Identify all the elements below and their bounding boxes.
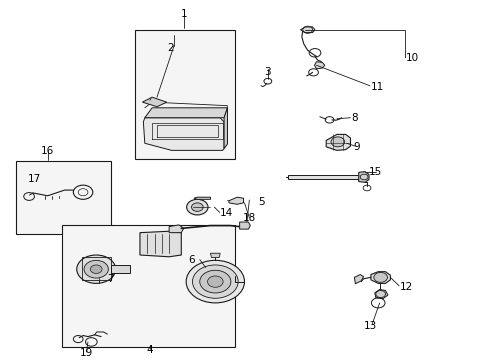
Polygon shape bbox=[358, 172, 368, 182]
Polygon shape bbox=[140, 231, 181, 257]
Text: 9: 9 bbox=[352, 142, 359, 152]
Polygon shape bbox=[111, 265, 130, 273]
Text: 14: 14 bbox=[219, 208, 232, 218]
Text: 10: 10 bbox=[405, 53, 418, 63]
Polygon shape bbox=[370, 272, 389, 283]
Text: 19: 19 bbox=[80, 348, 93, 358]
Circle shape bbox=[186, 199, 207, 215]
Text: 4: 4 bbox=[146, 345, 153, 355]
Text: 1: 1 bbox=[180, 9, 186, 19]
Polygon shape bbox=[228, 197, 243, 204]
Polygon shape bbox=[314, 62, 324, 69]
Bar bbox=[135, 30, 234, 159]
Circle shape bbox=[186, 260, 244, 303]
Circle shape bbox=[191, 203, 203, 211]
Polygon shape bbox=[142, 97, 166, 107]
Text: 3: 3 bbox=[264, 67, 271, 77]
Text: 13: 13 bbox=[364, 321, 377, 331]
Circle shape bbox=[192, 265, 238, 298]
Circle shape bbox=[373, 273, 386, 282]
Text: 18: 18 bbox=[242, 213, 255, 224]
Circle shape bbox=[77, 255, 116, 283]
Circle shape bbox=[200, 270, 230, 293]
Circle shape bbox=[84, 260, 108, 278]
Text: 7: 7 bbox=[107, 274, 114, 284]
Polygon shape bbox=[194, 197, 210, 199]
Polygon shape bbox=[210, 253, 220, 257]
Text: 12: 12 bbox=[399, 282, 412, 292]
Circle shape bbox=[90, 265, 102, 274]
Polygon shape bbox=[374, 289, 387, 299]
Text: 2: 2 bbox=[167, 42, 174, 53]
Circle shape bbox=[330, 137, 344, 147]
Text: 15: 15 bbox=[368, 167, 382, 177]
Text: 17: 17 bbox=[28, 174, 41, 184]
Polygon shape bbox=[143, 118, 224, 150]
Polygon shape bbox=[224, 108, 227, 149]
Text: 16: 16 bbox=[41, 146, 54, 156]
Text: 6: 6 bbox=[188, 255, 195, 265]
Text: 8: 8 bbox=[351, 113, 357, 123]
Polygon shape bbox=[144, 108, 227, 118]
Polygon shape bbox=[300, 27, 314, 33]
Bar bbox=[62, 225, 234, 347]
Circle shape bbox=[207, 276, 223, 287]
Polygon shape bbox=[354, 275, 363, 284]
Text: 5: 5 bbox=[258, 197, 264, 207]
Text: 11: 11 bbox=[370, 81, 384, 91]
Bar bbox=[16, 161, 111, 234]
Polygon shape bbox=[325, 134, 350, 150]
Polygon shape bbox=[239, 222, 250, 229]
Polygon shape bbox=[287, 175, 358, 179]
Polygon shape bbox=[169, 225, 183, 233]
